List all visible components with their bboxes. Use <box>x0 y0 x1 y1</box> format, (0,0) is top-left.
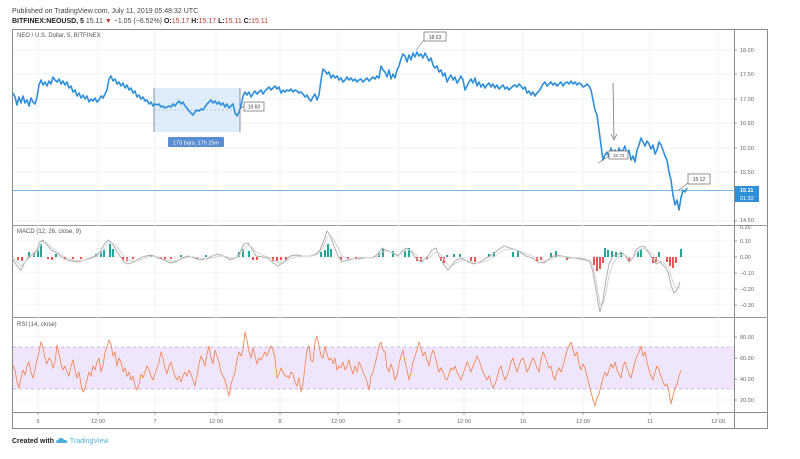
price-tick: 16.50 <box>740 121 754 127</box>
time-tick: 12:00 <box>711 419 725 425</box>
range-price-text: 16.60 <box>248 105 261 111</box>
macd-signal-line <box>12 234 681 305</box>
rsi-tick: 20.00 <box>740 398 754 404</box>
high-callout-pointer <box>415 39 425 51</box>
rsi-tick: 80.00 <box>740 335 754 341</box>
countdown-badge <box>735 194 759 202</box>
rsi-tick: 60.00 <box>740 356 754 362</box>
countdown-badge-text: 01:32 <box>740 196 754 202</box>
triangle-down-icon: ▼ <box>104 18 112 25</box>
low-label: L: <box>218 18 225 25</box>
time-axis[interactable]: 6 12:00 7 12:00 8 12:00 9 12:00 10 12:00… <box>36 412 725 425</box>
symbol-ohlc-row: BITFINEX:NEOUSD, 5 15.11 ▼ −1.05 (−6.52%… <box>12 18 268 25</box>
time-tick: 10 <box>520 419 526 425</box>
horizontal-grid-macd <box>13 240 734 306</box>
footer-attribution: Created with TradingView <box>12 436 108 445</box>
rsi-band <box>13 347 734 389</box>
range-price-pointer <box>239 105 245 110</box>
time-tick: 12:00 <box>576 419 590 425</box>
macd-tick: −0.30 <box>740 303 754 309</box>
time-tick: 8 <box>278 419 281 425</box>
macd-line <box>12 230 681 313</box>
price-tick: 14.50 <box>740 218 754 224</box>
tradingview-cloud-icon <box>55 438 68 443</box>
arrow-head-icon <box>610 133 618 141</box>
created-with-label: Created with <box>12 438 55 445</box>
rsi-pane-legend[interactable]: RSI (14, close) <box>17 322 57 328</box>
high-callout-box[interactable] <box>423 31 447 42</box>
price-tick: 17.00 <box>740 97 754 103</box>
range-label-box <box>168 137 224 147</box>
close-value: 15.11 <box>251 18 269 25</box>
last-price: 15.11 <box>85 18 103 25</box>
mid-callout-box[interactable] <box>608 150 629 160</box>
rsi-tick: 40.00 <box>740 377 754 383</box>
mid-callout-text: 15.73 <box>613 153 625 158</box>
last-price-badge-text: 15.11 <box>740 188 753 194</box>
last-callout-pointer <box>678 182 689 191</box>
time-tick: 7 <box>153 419 156 425</box>
time-tick: 12:00 <box>331 419 345 425</box>
time-tick: 12:00 <box>91 419 105 425</box>
high-callout-text: 18.03 <box>429 35 442 41</box>
time-tick: 12:00 <box>209 419 223 425</box>
high-label: H: <box>191 18 199 25</box>
time-tick: 11 <box>647 419 653 425</box>
time-tick: 9 <box>397 419 400 425</box>
main-pane-legend[interactable]: NEO / U.S. Dollar, 5, BITFINEX <box>17 33 101 39</box>
symbol-label: BITFINEX:NEOUSD, 5 <box>12 18 84 25</box>
arrow-annotation[interactable] <box>612 82 615 139</box>
published-info: Published on TradingView.com, July 11, 2… <box>12 8 199 15</box>
last-callout-box[interactable] <box>687 173 711 185</box>
rsi-line <box>12 331 682 407</box>
low-value: 15.11 <box>224 18 242 25</box>
last-price-badge <box>735 186 759 194</box>
open-value: 15.17 <box>171 18 190 25</box>
horizontal-grid-rsi <box>13 336 734 401</box>
price-tick: 18.00 <box>740 48 754 54</box>
price-tick: 16.00 <box>740 146 754 152</box>
tradingview-brand-link[interactable]: TradingView <box>69 438 109 445</box>
last-callout-text: 15.12 <box>693 177 706 183</box>
horizontal-grid-main <box>13 49 734 222</box>
close-label: C: <box>243 18 252 25</box>
price-tick: 15.50 <box>740 170 754 176</box>
price-change: −1.05 (−6.52%) <box>113 18 163 25</box>
high-value: 15.17 <box>198 18 217 25</box>
price-axis[interactable]: 18.00 17.50 17.00 16.50 16.00 15.50 14.5… <box>734 48 754 404</box>
macd-pane-legend[interactable]: MACD (12, 26, close, 9) <box>17 229 82 235</box>
mid-callout-pointer <box>597 155 610 164</box>
range-label: 173 bars, 17h 15m <box>173 141 219 147</box>
price-line <box>12 51 688 211</box>
macd-tick: −0.10 <box>740 271 754 277</box>
range-price-box[interactable] <box>243 101 265 112</box>
macd-tick: 0.10 <box>740 239 751 245</box>
chart-frame <box>12 29 768 429</box>
time-tick: 6 <box>36 419 39 425</box>
macd-tick: 0.00 <box>740 255 751 261</box>
price-tick: 17.50 <box>740 72 754 78</box>
open-label: O: <box>163 18 172 25</box>
time-tick: 12:00 <box>457 419 471 425</box>
macd-tick: 0.20 <box>740 225 751 231</box>
macd-tick: −0.20 <box>740 287 754 293</box>
